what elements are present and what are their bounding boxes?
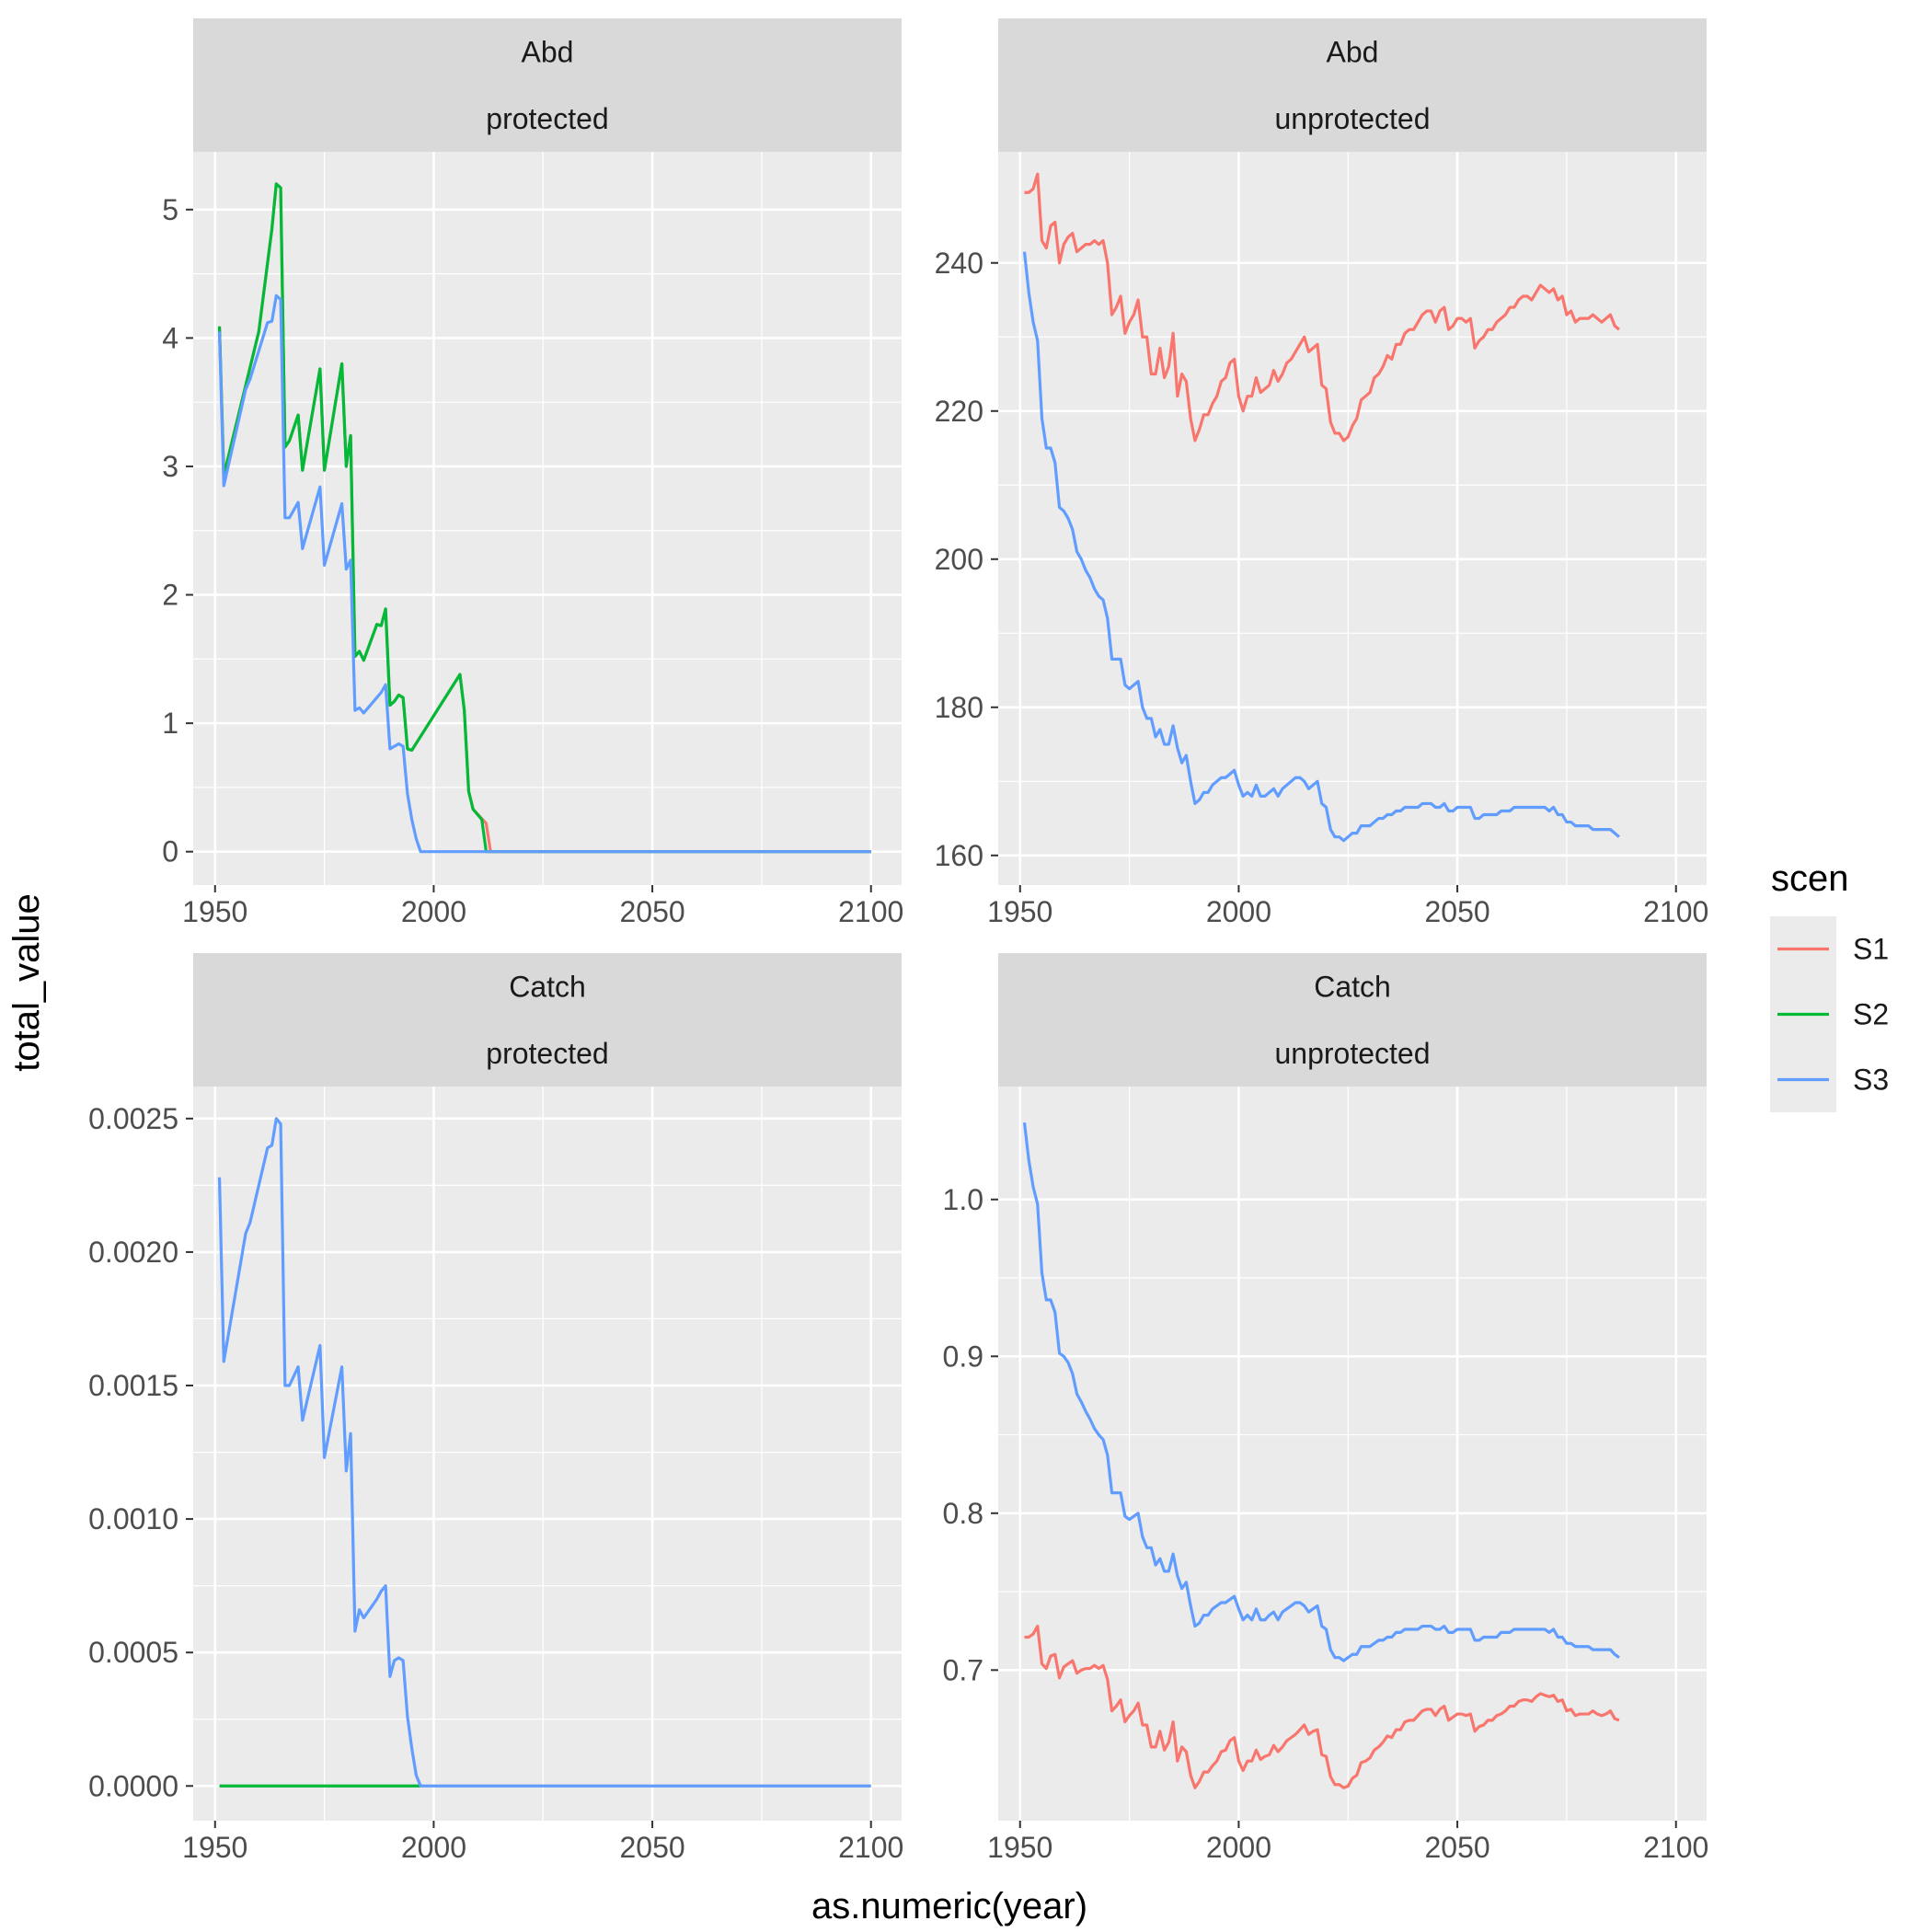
facet-panel: Catch unprotected 1950 2000 2050 2100 0.7 0.8 0.… (943, 953, 1708, 1864)
x-tick-label: 2050 (619, 1831, 684, 1864)
y-tick-label: 0.0025 (88, 1102, 178, 1135)
x-tick-label: 2000 (401, 1831, 466, 1864)
y-tick-label: 200 (935, 543, 983, 576)
panel-background (998, 152, 1707, 885)
y-tick-label: 0.0010 (88, 1502, 178, 1535)
facet-strip-label: unprotected (1274, 1037, 1430, 1070)
x-tick-label: 2100 (838, 895, 903, 928)
x-tick-label: 1950 (182, 895, 247, 928)
legend: scen S1 S2 S3 (1770, 858, 1889, 1112)
y-tick-label: 1 (162, 707, 178, 740)
series-line-s3 (1022, 251, 1620, 843)
x-tick-label: 2100 (1643, 1831, 1708, 1864)
facet-strip-label: protected (486, 102, 608, 135)
y-tick-label: 0.0020 (88, 1236, 178, 1269)
y-tick-label: 0.9 (943, 1340, 983, 1373)
series-line-s3 (1022, 1122, 1620, 1662)
y-tick-label: 0.0000 (88, 1769, 178, 1802)
facet-strip (998, 953, 1707, 1087)
x-tick-label: 2050 (619, 895, 684, 928)
y-tick-label: 0.0005 (88, 1636, 178, 1669)
x-tick-label: 1950 (182, 1831, 247, 1864)
facet-panels: Abd protected 1950 2000 2050 2100 0 1 2 3 4 5 Abd unp… (88, 18, 1708, 1864)
y-tick-label: 1.0 (943, 1183, 983, 1216)
y-tick-label: 160 (935, 839, 983, 872)
facet-strip (193, 953, 902, 1087)
series-line-s1 (1024, 172, 1620, 443)
x-tick-label: 2100 (1643, 895, 1708, 928)
y-tick-label: 0.7 (943, 1653, 983, 1686)
y-tick-label: 4 (162, 321, 178, 354)
facet-strip-label: Catch (1314, 970, 1391, 1003)
series-line-s3 (217, 1117, 871, 1788)
y-tick-label: 2 (162, 579, 178, 612)
y-tick-label: 0 (162, 835, 178, 868)
facet-strip-label: Abd (1327, 35, 1379, 68)
facet-strip-label: protected (486, 1037, 608, 1070)
facet-strip (998, 18, 1707, 152)
x-tick-label: 2050 (1424, 1831, 1489, 1864)
y-tick-label: 0.8 (943, 1497, 983, 1530)
facet-strip-label: Abd (522, 35, 574, 68)
y-tick-label: 0.0015 (88, 1369, 178, 1402)
y-tick-label: 5 (162, 193, 178, 226)
panel-background (193, 1087, 902, 1821)
y-tick-label: 180 (935, 691, 983, 724)
x-tick-label: 2100 (838, 1831, 903, 1864)
facet-strip (193, 18, 902, 152)
y-tick-label: 240 (935, 247, 983, 280)
y-tick-label: 3 (162, 450, 178, 483)
legend-label: S2 (1853, 998, 1889, 1031)
facet-panel: Abd protected 1950 2000 2050 2100 0 1 2 3 4 5 (162, 18, 903, 928)
x-tick-label: 1950 (987, 895, 1052, 928)
facet-strip-label: Catch (509, 970, 586, 1003)
x-tick-label: 2000 (1206, 895, 1271, 928)
facet-strip-label: unprotected (1274, 102, 1430, 135)
series-line-s3 (217, 293, 871, 854)
facet-panel: Catch protected 1950 2000 2050 2100 0.0000 0.00… (88, 953, 903, 1864)
x-tick-label: 2000 (1206, 1831, 1271, 1864)
legend-title: scen (1771, 858, 1849, 899)
x-tick-label: 1950 (987, 1831, 1052, 1864)
y-tick-label: 220 (935, 395, 983, 428)
series-line-s1 (1024, 1624, 1620, 1789)
panel-background (998, 1087, 1707, 1821)
y-axis-title: total_value (6, 893, 47, 1071)
x-tick-label: 2000 (401, 895, 466, 928)
legend-label: S3 (1853, 1064, 1889, 1097)
series-line-s2 (217, 182, 871, 854)
facet-panel: Abd unprotected 1950 2000 2050 2100 160 180 200 2… (935, 18, 1708, 928)
legend-label: S1 (1853, 933, 1889, 966)
x-axis-title: as.numeric(year) (811, 1886, 1087, 1926)
x-tick-label: 2050 (1424, 895, 1489, 928)
